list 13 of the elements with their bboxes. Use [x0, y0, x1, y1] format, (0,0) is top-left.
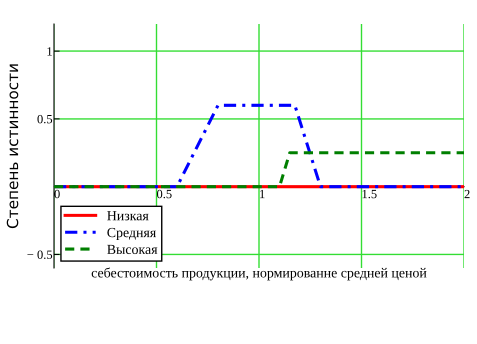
y-tick-label: − 0.5 — [27, 250, 52, 259]
y-tick-label: 0.5 — [37, 114, 52, 124]
x-tick-label: 0 — [54, 190, 60, 198]
legend-label: Высокая — [107, 244, 158, 254]
legend-label: Низкая — [107, 211, 149, 220]
x-tick-label: 2 — [464, 190, 470, 198]
x-tick-label: 1.5 — [362, 190, 377, 198]
x-axis-title: себестоимость продукции, нормированне средней ценой — [92, 267, 427, 280]
y-tick-label: 1 — [47, 47, 52, 56]
legend-label: Средняя — [107, 228, 156, 240]
x-tick-label: 1 — [260, 190, 264, 198]
y-axis-title: Степень истинности — [6, 64, 18, 228]
x-tick-label: 0.5 — [156, 190, 172, 198]
